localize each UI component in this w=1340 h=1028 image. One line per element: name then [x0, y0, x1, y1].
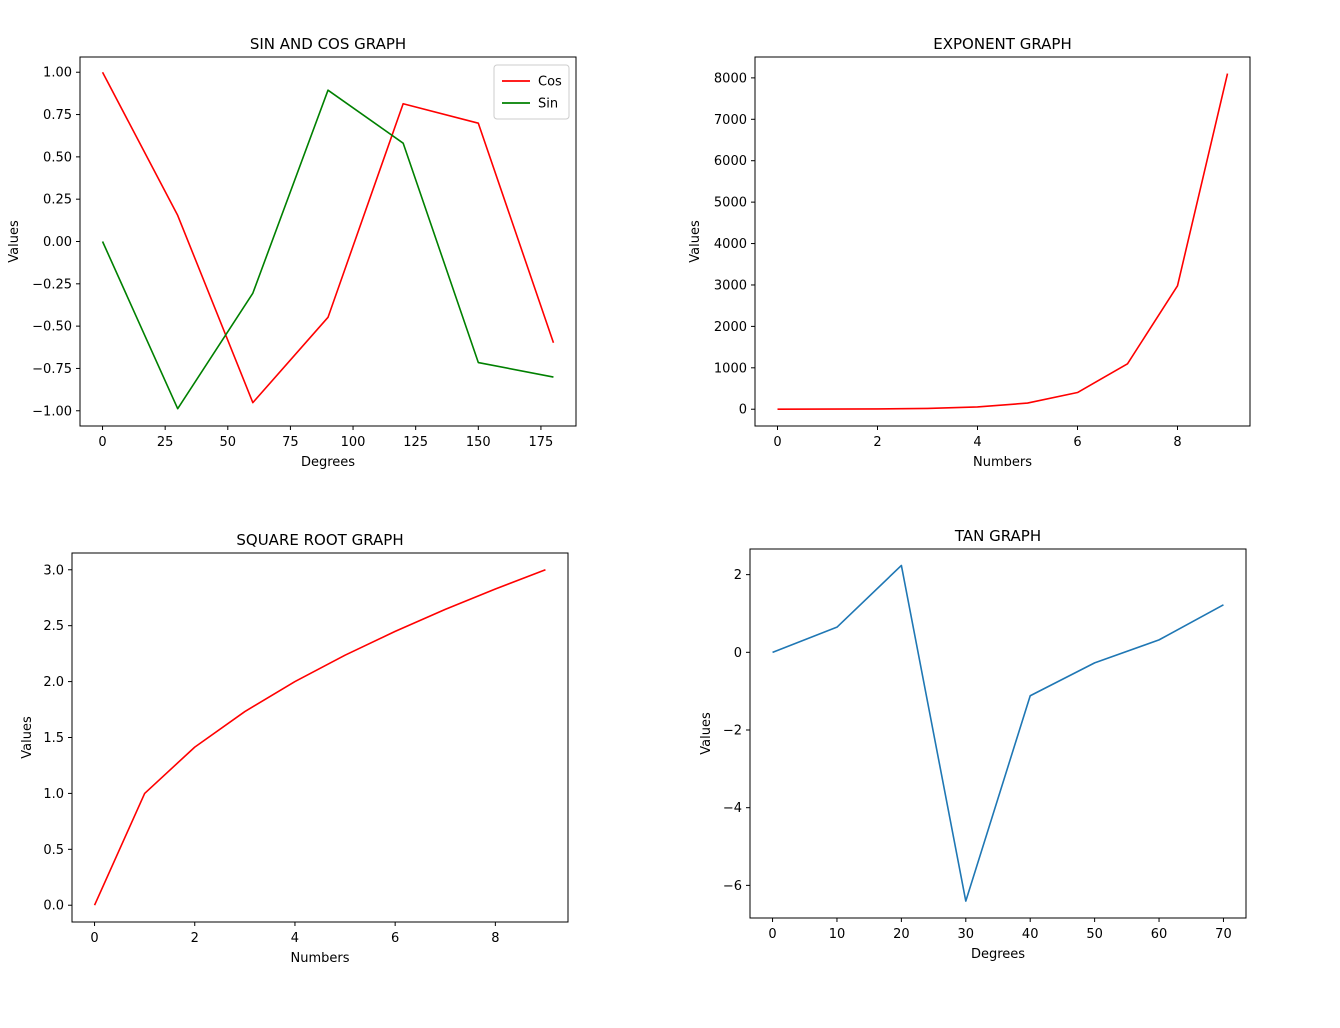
y-tick-label: 0.25: [43, 193, 72, 208]
y-tick-label: 2000: [714, 320, 747, 335]
x-tick-label: 20: [893, 927, 910, 942]
x-tick-label: 100: [341, 435, 366, 450]
y-tick-label: 6000: [714, 154, 747, 169]
y-tick-label: −0.50: [32, 320, 72, 335]
x-tick-label: 2: [191, 931, 199, 946]
chart-title: SIN AND COS GRAPH: [250, 35, 406, 53]
axes-frame: [749, 548, 1247, 919]
y-tick-label: −6: [723, 879, 742, 894]
axes-frame: [71, 552, 569, 923]
chart-title: TAN GRAPH: [954, 527, 1041, 545]
legend: Cos Sin: [493, 64, 570, 120]
x-tick-label: 4: [291, 931, 299, 946]
y-tick-label: 5000: [714, 196, 747, 211]
y-tick-label: 0.5: [43, 843, 64, 858]
x-tick-label: 30: [958, 927, 975, 942]
chart-3: SQUARE ROOT GRAPH 0 2 4 6 8 0.0 0.5 1.0 1.5 2.0 2.5…: [20, 531, 569, 966]
x-tick-label: 25: [157, 435, 174, 450]
x-axis-label: Degrees: [301, 455, 355, 470]
y-tick-label: −0.75: [32, 362, 72, 377]
y-tick-label: 0: [739, 403, 747, 418]
chart-title: EXPONENT GRAPH: [933, 35, 1071, 53]
y-tick-label: −2: [723, 724, 742, 739]
x-tick-label: 40: [1022, 927, 1039, 942]
x-tick-label: 4: [973, 435, 981, 450]
x-tick-label: 6: [1073, 435, 1081, 450]
series-line-sin: [101, 89, 554, 410]
x-tick-label: 6: [391, 931, 399, 946]
x-tick-label: 70: [1215, 927, 1232, 942]
y-tick-label: 2.5: [43, 619, 64, 634]
legend-entry: Cos: [538, 75, 562, 90]
chart-2: EXPONENT GRAPH 0 2 4 6 8 0 1000 2000 3000 4000 5000…: [688, 35, 1251, 470]
chart-title: SQUARE ROOT GRAPH: [236, 531, 403, 549]
y-tick-label: 1000: [714, 361, 747, 376]
y-axis-label: Values: [688, 220, 703, 263]
x-tick-label: 0: [768, 927, 776, 942]
legend-box: [493, 64, 570, 120]
x-tick-label: 0: [773, 435, 781, 450]
y-tick-label: 4000: [714, 237, 747, 252]
y-tick-label: 2: [734, 568, 742, 583]
x-tick-label: 0: [98, 435, 106, 450]
y-tick-label: 2.0: [43, 675, 64, 690]
y-tick-label: 0.00: [43, 235, 72, 250]
series-line-1: [93, 569, 546, 906]
x-tick-label: 8: [491, 931, 499, 946]
y-tick-label: 1.00: [43, 66, 72, 81]
axes-frame: [754, 56, 1251, 427]
x-tick-label: 175: [529, 435, 554, 450]
y-tick-label: 0: [734, 646, 742, 661]
y-axis-label: Values: [7, 220, 22, 263]
series-line-1: [777, 73, 1229, 410]
x-tick-label: 60: [1151, 927, 1168, 942]
x-tick-label: 10: [829, 927, 846, 942]
chart-1: SIN AND COS GRAPH 0 25 50 75 100 125 150 175 −1.0…: [7, 35, 577, 470]
x-tick-label: 125: [403, 435, 428, 450]
y-axis-label: Values: [699, 712, 714, 755]
x-tick-label: 50: [1086, 927, 1103, 942]
x-tick-label: 2: [873, 435, 881, 450]
legend-entry: Sin: [538, 97, 558, 112]
x-tick-label: 0: [90, 931, 98, 946]
x-tick-label: 150: [466, 435, 491, 450]
y-tick-label: 0.50: [43, 150, 72, 165]
y-axis-label: Values: [20, 716, 35, 759]
x-axis-label: Numbers: [291, 951, 350, 966]
y-tick-label: 0.75: [43, 108, 72, 123]
y-tick-label: 1.5: [43, 731, 64, 746]
series-line-1: [772, 564, 1224, 902]
y-tick-label: 7000: [714, 113, 747, 128]
y-tick-label: 0.0: [43, 899, 64, 914]
x-tick-label: 8: [1173, 435, 1181, 450]
x-tick-label: 75: [282, 435, 299, 450]
y-tick-label: 3000: [714, 278, 747, 293]
y-tick-label: 8000: [714, 71, 747, 86]
y-tick-label: 3.0: [43, 563, 64, 578]
x-axis-label: Degrees: [971, 947, 1025, 962]
series-line-cos: [101, 71, 555, 404]
x-tick-label: 50: [220, 435, 237, 450]
y-tick-label: −0.25: [32, 277, 72, 292]
y-tick-label: 1.0: [43, 787, 64, 802]
chart-4: TAN GRAPH 0 10 20 30 40 50 60 70 −6 −4 −2 0 2 Degrees V…: [699, 527, 1247, 962]
x-axis-label: Numbers: [973, 455, 1032, 470]
y-tick-label: −4: [723, 801, 742, 816]
y-tick-label: −1.00: [32, 404, 72, 419]
